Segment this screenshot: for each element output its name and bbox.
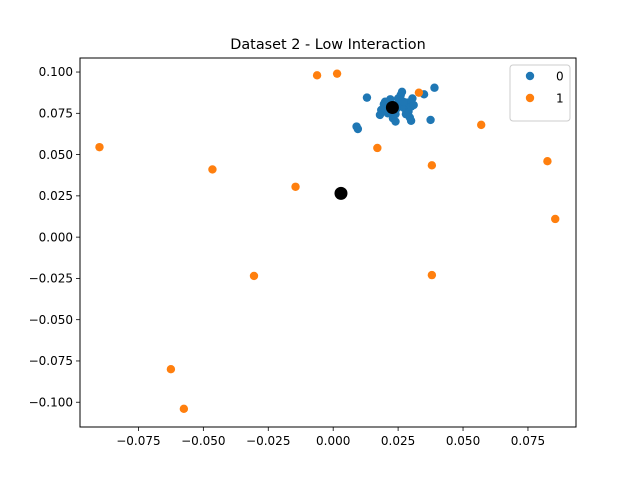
series-0-point — [399, 97, 408, 106]
centroid-point — [334, 186, 348, 200]
y-tick-label: −0.100 — [29, 395, 73, 409]
series-0-point — [375, 110, 385, 120]
series-0-point — [408, 94, 417, 103]
legend-marker — [525, 93, 535, 103]
legend-label: 0 — [556, 70, 564, 84]
series-1-point — [208, 165, 217, 174]
data-marks — [95, 69, 560, 414]
series-0-point — [397, 87, 407, 97]
series-1-point — [332, 69, 342, 78]
x-tick-label: 0.000 — [316, 434, 350, 448]
legend-box — [509, 64, 571, 122]
series-0-point — [391, 117, 400, 126]
series-1-point — [249, 271, 259, 281]
series-1-point — [427, 161, 437, 170]
series-0-point — [409, 100, 418, 110]
y-tick-label: 0.075 — [39, 107, 73, 121]
legend-marker — [525, 71, 535, 81]
legend: 01 — [509, 64, 571, 122]
series-1-point — [373, 143, 382, 153]
series-1-point — [414, 88, 424, 97]
y-axis: 0.100 0.075 0.050 0.025 0.000 −0.025 −0.050 −0.… — [29, 65, 80, 409]
y-tick-label: 0.000 — [39, 230, 73, 244]
chart-title: Dataset 2 - Low Interaction — [230, 37, 425, 53]
series-1-point — [551, 214, 560, 224]
series-0-point — [362, 93, 372, 102]
y-tick-label: 0.050 — [39, 148, 73, 162]
series-0-point — [426, 115, 435, 125]
legend-label: 1 — [556, 92, 564, 106]
x-tick-label: 0.050 — [446, 434, 480, 448]
series-1-point — [179, 404, 189, 414]
series-1-point — [312, 71, 322, 80]
series-1-point — [427, 270, 437, 280]
series-0-point — [406, 116, 416, 125]
series-1-point — [291, 182, 300, 191]
x-tick-label: −0.075 — [116, 434, 160, 448]
x-tick-label: −0.050 — [181, 434, 225, 448]
plot-frame — [79, 57, 577, 428]
x-tick-label: 0.075 — [511, 434, 545, 448]
y-tick-label: 0.025 — [39, 189, 73, 203]
series-0-point — [430, 83, 439, 92]
x-tick-label: −0.025 — [246, 434, 290, 448]
centroid-point — [385, 101, 399, 115]
series-1-point — [95, 142, 104, 152]
y-tick-label: −0.025 — [29, 272, 73, 286]
series-1-point — [166, 365, 176, 374]
y-tick-label: −0.050 — [29, 313, 73, 327]
x-axis: −0.075 −0.050 −0.025 0.000 0.025 0.050 0.075 — [116, 427, 545, 448]
y-tick-label: −0.075 — [29, 354, 73, 368]
series-1-point — [477, 120, 486, 130]
series-1-point — [543, 156, 552, 166]
x-tick-label: 0.025 — [381, 434, 415, 448]
y-tick-label: 0.100 — [39, 65, 73, 79]
series-0-point — [353, 124, 363, 134]
